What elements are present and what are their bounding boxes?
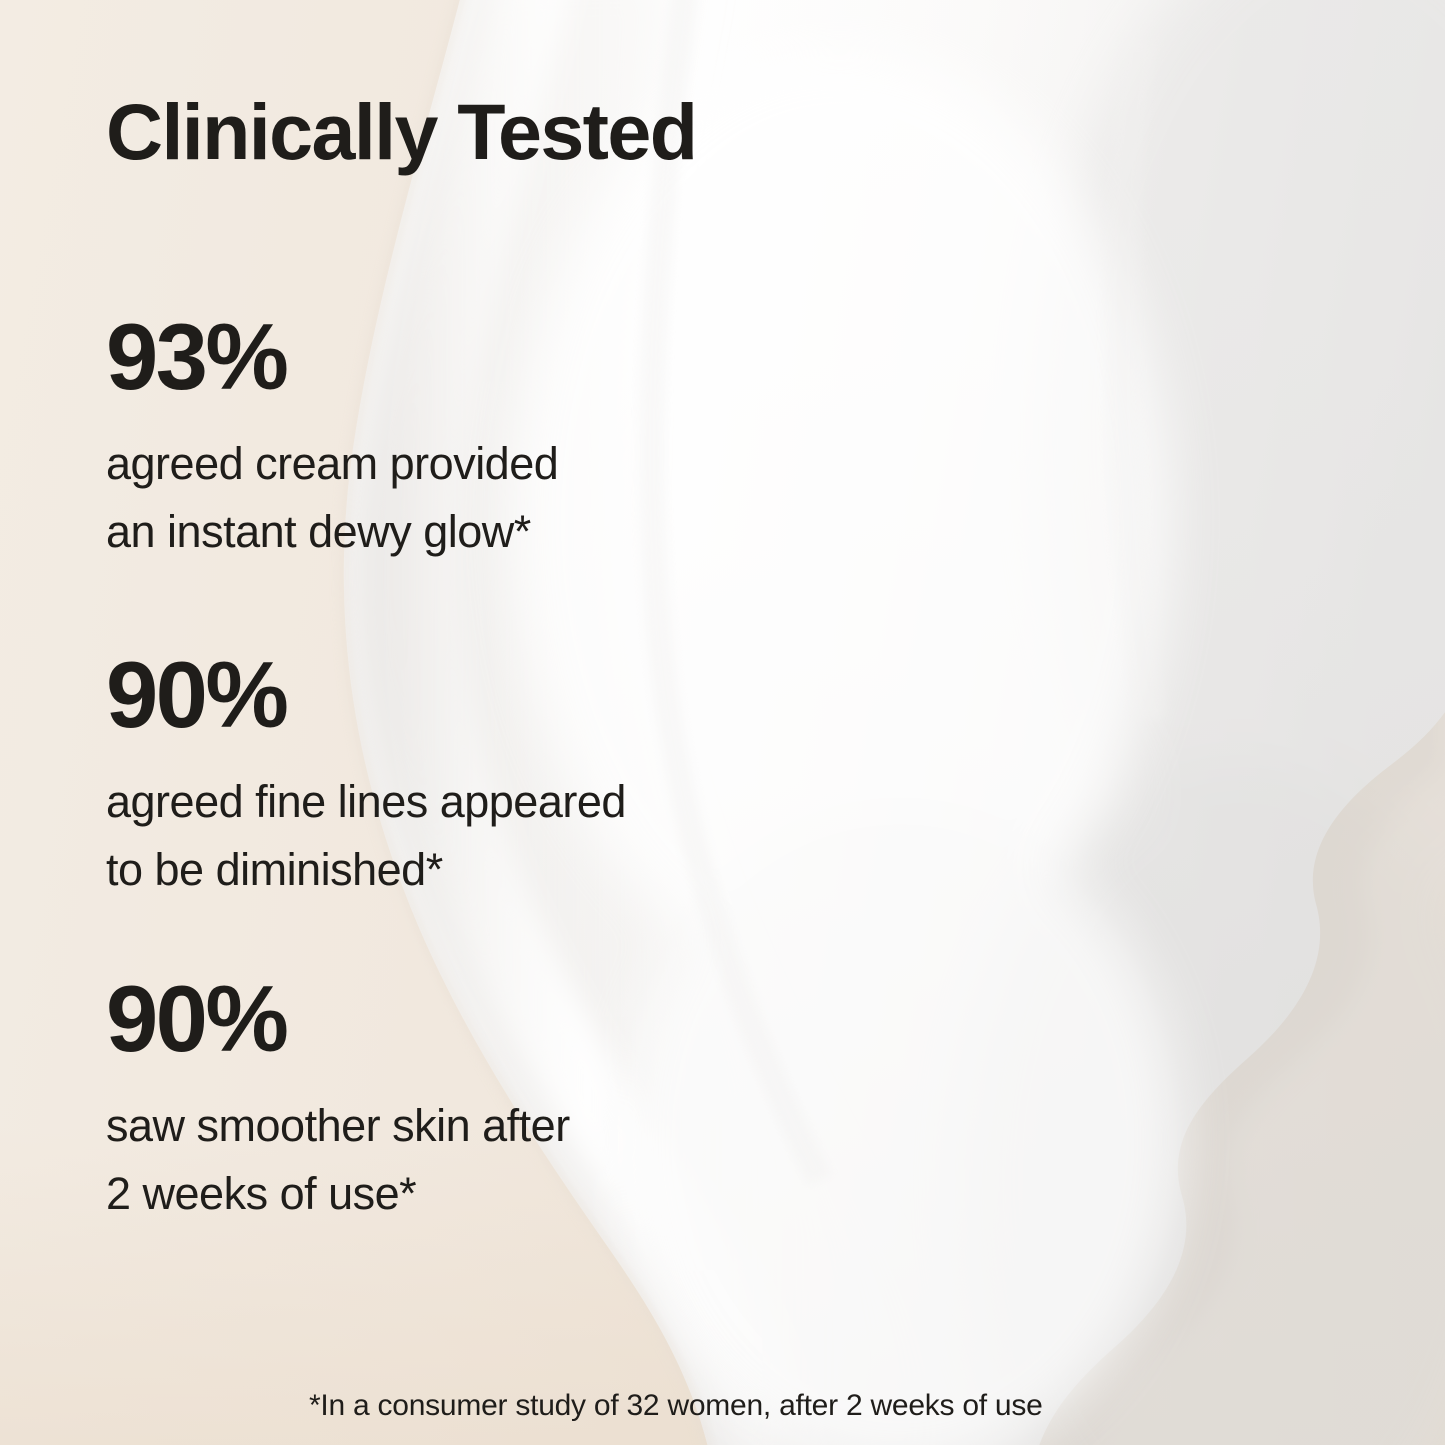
footnote-disclaimer: *In a consumer study of 32 women, after … [309,1389,1043,1422]
stat-description-1-line-2: an instant dewy glow* [106,506,531,558]
stat-description-2-line-1: agreed fine lines appeared [106,776,626,827]
stat-value-3: 90% [106,966,289,1071]
cream-left-edge-line [340,0,712,1445]
stat-description-1-line-1: agreed cream provided [106,438,559,489]
stat-block-3: 90% saw smoother skin after 2 weeks of u… [106,972,570,1229]
stat-value-2: 90% [106,642,289,747]
stat-description-3-line-2: 2 weeks of use* [106,1168,417,1220]
stat-description-2: agreed fine lines appeared to be diminis… [106,768,626,905]
stat-description-3-line-1: saw smoother skin after [106,1100,570,1151]
stat-block-2: 90% agreed fine lines appeared to be dim… [106,648,626,905]
stat-description-3: saw smoother skin after 2 weeks of use* [106,1092,570,1229]
stat-value-1: 93% [106,304,289,409]
cream-left-inner-shade [343,0,980,1445]
stat-description-1: agreed cream provided an instant dewy gl… [106,430,559,567]
page-title: Clinically Tested [106,87,698,176]
stat-block-1: 93% agreed cream provided an instant dew… [106,304,559,567]
cream-highlight [384,0,832,1445]
stat-description-2-line-2: to be diminished* [106,844,443,896]
cream-ridges [638,0,1167,1186]
